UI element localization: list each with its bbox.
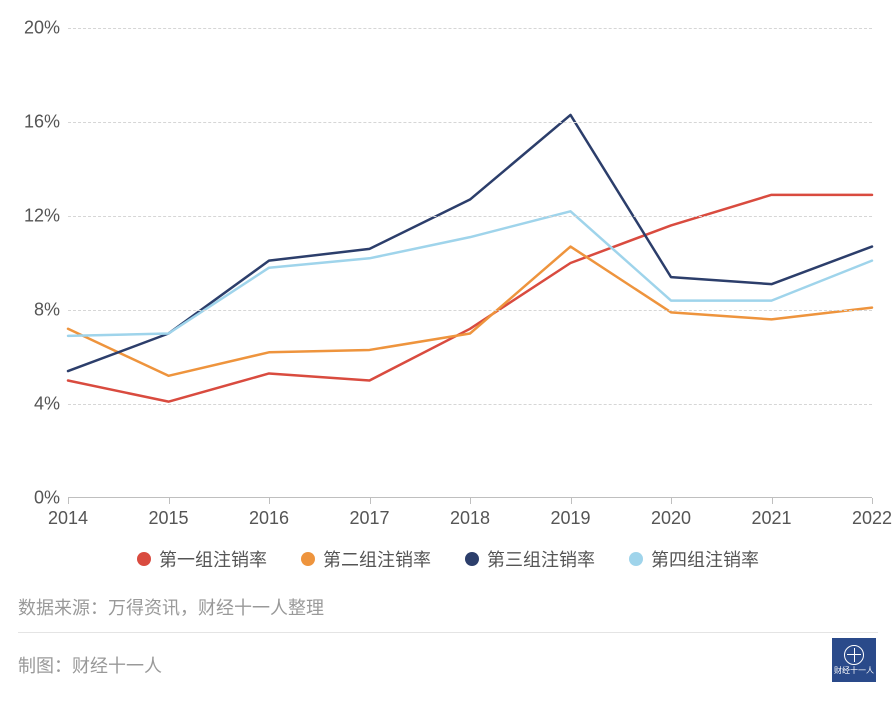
plot-area: 0%4%8%12%16%20%2014201520162017201820192… bbox=[68, 28, 872, 498]
gridline bbox=[68, 122, 872, 123]
gridline bbox=[68, 310, 872, 311]
y-axis-tick-label: 20% bbox=[24, 18, 68, 39]
data-source-text: 数据来源：万得资讯，财经十一人整理 bbox=[18, 594, 324, 620]
y-axis-tick-label: 4% bbox=[34, 394, 68, 415]
series-line-s2 bbox=[68, 247, 872, 376]
footer-divider bbox=[18, 632, 878, 633]
gridline bbox=[68, 404, 872, 405]
legend-label: 第四组注销率 bbox=[651, 546, 759, 572]
legend-dot-icon bbox=[301, 552, 315, 566]
gridline bbox=[68, 216, 872, 217]
y-axis-tick-label: 12% bbox=[24, 206, 68, 227]
legend-label: 第二组注销率 bbox=[323, 546, 431, 572]
legend-dot-icon bbox=[465, 552, 479, 566]
cancellation-rate-chart: 0%4%8%12%16%20%2014201520162017201820192… bbox=[0, 0, 896, 702]
line-series-svg bbox=[68, 28, 872, 498]
x-axis-tick-label: 2014 bbox=[48, 498, 88, 529]
legend-item-s4: 第四组注销率 bbox=[629, 546, 759, 572]
gridline bbox=[68, 28, 872, 29]
legend-label: 第一组注销率 bbox=[159, 546, 267, 572]
legend-item-s1: 第一组注销率 bbox=[137, 546, 267, 572]
x-axis-tick-label: 2018 bbox=[450, 498, 490, 529]
globe-icon bbox=[844, 645, 864, 665]
x-axis-tick-label: 2019 bbox=[550, 498, 590, 529]
legend-dot-icon bbox=[137, 552, 151, 566]
legend-dot-icon bbox=[629, 552, 643, 566]
x-axis-tick-label: 2016 bbox=[249, 498, 289, 529]
x-axis-tick-label: 2020 bbox=[651, 498, 691, 529]
legend-label: 第三组注销率 bbox=[487, 546, 595, 572]
chart-credit-text: 制图：财经十一人 bbox=[18, 652, 162, 678]
y-axis-tick-label: 16% bbox=[24, 112, 68, 133]
legend-item-s2: 第二组注销率 bbox=[301, 546, 431, 572]
publisher-logo: 财经十一人 bbox=[832, 638, 876, 682]
x-axis-tick-label: 2017 bbox=[349, 498, 389, 529]
x-axis-tick-label: 2022 bbox=[852, 498, 892, 529]
x-axis-tick-label: 2021 bbox=[751, 498, 791, 529]
y-axis-tick-label: 8% bbox=[34, 300, 68, 321]
legend: 第一组注销率 第二组注销率 第三组注销率 第四组注销率 bbox=[0, 546, 896, 572]
logo-text: 财经十一人 bbox=[834, 667, 874, 676]
legend-item-s3: 第三组注销率 bbox=[465, 546, 595, 572]
x-axis-tick-label: 2015 bbox=[148, 498, 188, 529]
